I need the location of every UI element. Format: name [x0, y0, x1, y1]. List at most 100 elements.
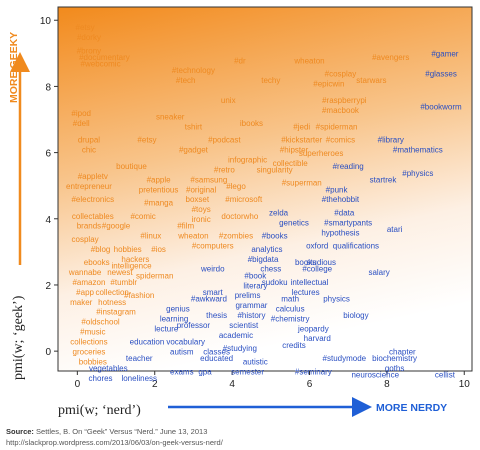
- word-label-nerd: neuroscience: [351, 371, 399, 380]
- word-label-geek: starwars: [356, 76, 386, 85]
- word-label-geek: #epicwin: [313, 79, 344, 88]
- word-label-geek: cosplay: [72, 235, 99, 244]
- word-label-nerd: qualifications: [333, 242, 379, 251]
- word-label-geek: hotness: [98, 298, 126, 307]
- word-label-nerd: #college: [302, 265, 332, 274]
- word-label-geek: #music: [80, 328, 105, 337]
- word-label-nerd: genius: [166, 304, 190, 313]
- word-label-nerd: biology: [343, 311, 368, 320]
- word-label-nerd: biochemistry: [372, 354, 417, 363]
- word-label-geek: boxset: [186, 195, 210, 204]
- word-label-nerd: salary: [368, 268, 389, 277]
- word-label-nerd: #smartypants: [324, 218, 372, 227]
- x-axis-ticks: 0 2 4 6 8 10: [75, 371, 470, 390]
- y-tick-label: 2: [45, 281, 51, 292]
- word-label-geek: wheaton: [177, 232, 208, 241]
- word-label-geek: #documentary: [79, 53, 130, 62]
- x-tick-label: 6: [307, 379, 313, 390]
- word-label-geek: #amazon: [72, 278, 105, 287]
- word-label-nerd: harvard: [304, 334, 331, 343]
- word-label-nerd: goths: [385, 364, 405, 373]
- word-label-nerd: calculus: [276, 304, 305, 313]
- word-label-nerd: prelims: [235, 291, 261, 300]
- word-label-geek: #google: [102, 222, 131, 231]
- word-label-nerd: learning: [160, 314, 188, 323]
- word-label-nerd: #thehobbit: [322, 195, 360, 204]
- word-label-geek: #manga: [144, 199, 173, 208]
- word-label-geek: #brony: [77, 46, 101, 55]
- word-label-geek: chic: [82, 146, 96, 155]
- word-label-geek: superheroes: [299, 149, 343, 158]
- word-label-nerd: professor: [177, 321, 211, 330]
- word-label-nerd: grammar: [235, 301, 267, 310]
- geeky-annotation: MORE GEEKY: [8, 32, 20, 103]
- word-label-nerd: #book: [244, 271, 267, 280]
- word-label-geek: hobbies: [114, 245, 142, 254]
- word-label-nerd: zelda: [269, 208, 289, 217]
- nerdy-annotation: MORE NERDY: [376, 402, 447, 414]
- word-label-geek: #jedi: [293, 122, 310, 131]
- word-label-nerd: weirdo: [200, 265, 225, 274]
- word-label-nerd: #reading: [333, 162, 364, 171]
- word-label-geek: #superman: [282, 179, 322, 188]
- word-label-geek: doctorwho: [221, 212, 258, 221]
- word-label-nerd: education: [130, 338, 165, 347]
- x-tick-label: 0: [75, 379, 81, 390]
- word-label-nerd: academic: [219, 331, 253, 340]
- plot-background: [57, 6, 473, 372]
- y-axis-ticks: 0 2 4 6 8 10: [40, 16, 58, 358]
- word-label-geek: #film: [177, 222, 194, 231]
- y-tick-label: 6: [45, 149, 51, 160]
- y-tick-label: 4: [45, 215, 51, 226]
- word-label-geek: #cosplay: [325, 69, 357, 78]
- word-label-nerd: #glasses: [425, 69, 457, 78]
- word-label-geek: #webcomic: [81, 60, 121, 69]
- word-labels: #etsy#dorky#brony#documentary#webcomic#t…: [66, 23, 462, 383]
- word-label-geek: #dell: [73, 119, 90, 128]
- source-label: Source:: [6, 427, 34, 436]
- word-label-geek: #dr: [234, 56, 246, 65]
- word-label-nerd: semester: [231, 367, 264, 376]
- word-label-nerd: lectures: [292, 288, 320, 297]
- y-axis-label: pmi(w; ‘geek’): [11, 295, 26, 380]
- word-label-geek: #computers: [192, 242, 234, 251]
- word-label-geek: #toys: [192, 205, 211, 214]
- word-label-geek: drupal: [78, 136, 100, 145]
- word-label-geek: boutique: [116, 162, 147, 171]
- word-label-nerd: smart: [203, 288, 224, 297]
- word-label-geek: #etsy: [137, 136, 156, 145]
- word-label-geek: #etsy: [76, 23, 95, 32]
- word-label-geek: wheaton: [293, 56, 324, 65]
- word-label-geek: #avengers: [372, 53, 409, 62]
- word-label-nerd: exams: [170, 367, 194, 376]
- word-label-geek: spiderman: [136, 271, 173, 280]
- word-label-nerd: #studying: [223, 344, 257, 353]
- word-label-geek: #gadget: [179, 146, 209, 155]
- word-label-nerd: math: [281, 295, 299, 304]
- word-label-geek: groceries: [73, 347, 106, 356]
- word-label-geek: #linux: [140, 232, 161, 241]
- word-label-nerd: #bookworm: [420, 103, 462, 112]
- x-tick-label: 2: [152, 379, 158, 390]
- x-tick-label: 8: [384, 379, 390, 390]
- word-label-geek: #app: [76, 288, 94, 297]
- word-label-geek: #spiderman: [316, 122, 358, 131]
- word-label-nerd: cellist: [435, 371, 456, 380]
- word-label-geek: collectables: [72, 212, 114, 221]
- word-label-nerd: #punk: [326, 185, 349, 194]
- word-label-nerd: chores: [89, 374, 113, 383]
- word-label-nerd: chapter: [389, 347, 416, 356]
- word-label-nerd: #seminary: [295, 367, 332, 376]
- word-label-geek: techy: [261, 76, 280, 85]
- word-label-geek: infographic: [228, 156, 267, 165]
- word-label-geek: pretentious: [139, 185, 179, 194]
- word-label-nerd: chess: [260, 265, 281, 274]
- word-label-nerd: credits: [282, 341, 306, 350]
- word-label-nerd: vegetables: [89, 364, 128, 373]
- source-url[interactable]: http://slackprop.wordpress.com/2013/06/0…: [6, 438, 223, 447]
- word-label-nerd: thesis: [206, 311, 227, 320]
- word-label-nerd: physics: [323, 295, 350, 304]
- word-label-geek: bobbies: [79, 357, 107, 366]
- word-label-geek: hackers: [121, 255, 149, 264]
